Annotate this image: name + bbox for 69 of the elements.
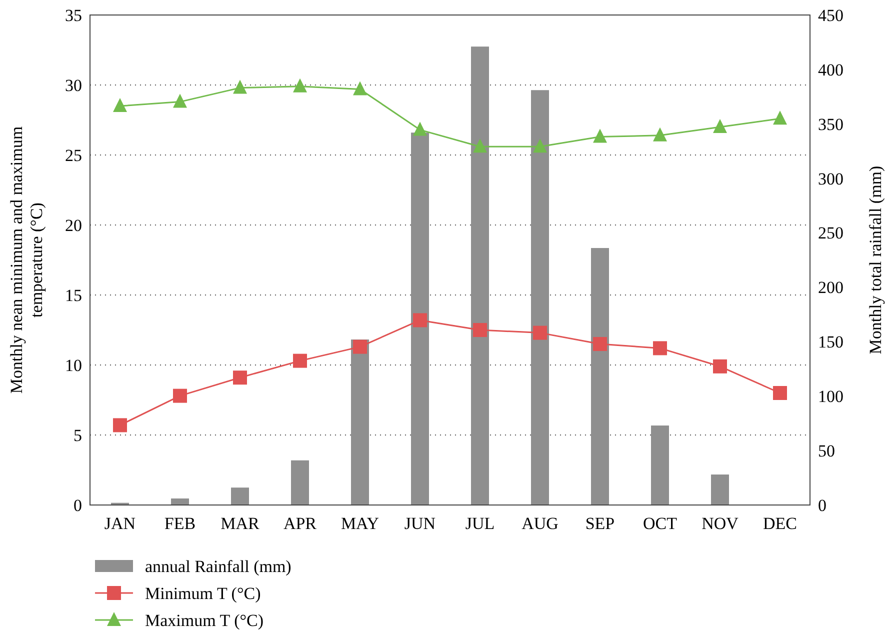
bar <box>411 132 429 505</box>
x-tick-label: SEP <box>585 514 615 533</box>
y2-tick-label: 300 <box>818 169 844 188</box>
legend-label: Maximum T (°C) <box>145 610 264 630</box>
y2-tick-label: 350 <box>818 114 844 134</box>
y2-tick-label: 450 <box>818 6 844 25</box>
bar <box>231 488 249 505</box>
y-tick-label: 5 <box>74 426 82 445</box>
x-tick-label: APR <box>283 514 318 533</box>
x-tick-label: DEC <box>763 514 797 533</box>
bar <box>471 46 489 505</box>
x-tick-label: NOV <box>702 514 740 533</box>
point <box>293 78 307 92</box>
bar <box>591 248 609 505</box>
point <box>293 354 307 368</box>
y2-axis-title: Monthly total rainfall (mm) <box>866 166 885 354</box>
x-tick-label: AUG <box>522 514 558 533</box>
bar <box>351 339 369 505</box>
point <box>353 340 367 354</box>
y2-tick-label: 100 <box>818 387 844 406</box>
x-tick-label: JUN <box>404 514 436 533</box>
bar <box>651 426 669 505</box>
x-tick-label: OCT <box>643 514 678 533</box>
y-tick-label: 15 <box>65 286 82 305</box>
point <box>713 119 727 133</box>
point <box>533 326 547 340</box>
point <box>713 359 727 374</box>
point <box>413 122 427 136</box>
y-tick-label: 30 <box>65 76 82 95</box>
point <box>473 138 487 153</box>
y-tick-label: 25 <box>65 146 82 165</box>
x-tick-label: JUL <box>465 514 495 533</box>
bar <box>531 90 549 505</box>
point <box>353 81 367 96</box>
x-tick-label: FEB <box>164 514 196 533</box>
y-tick-label: 35 <box>65 6 82 25</box>
point <box>593 128 607 143</box>
y-tick-label: 0 <box>74 496 82 515</box>
point <box>173 388 187 403</box>
point <box>773 110 787 125</box>
y2-tick-label: 150 <box>818 332 844 352</box>
y2-tick-label: 0 <box>818 496 826 515</box>
x-tick-label: JAN <box>104 514 136 533</box>
legend-label: annual Rainfall (mm) <box>145 556 292 576</box>
y-axis-title: Monthly nean minimum and maximum temperature (°C) <box>7 126 46 394</box>
point <box>473 323 487 337</box>
y-tick-label: 20 <box>65 216 82 235</box>
point <box>113 98 127 112</box>
x-tick-label: MAY <box>340 514 380 533</box>
bar <box>291 460 309 505</box>
y-tick-label: 10 <box>65 356 82 375</box>
y2-tick-label: 250 <box>818 224 844 243</box>
point <box>593 337 607 351</box>
point <box>233 80 247 94</box>
point <box>113 418 127 432</box>
legend-label: Minimum T (°C) <box>145 584 261 603</box>
point <box>653 341 667 356</box>
y2-tick-label: 200 <box>818 278 844 298</box>
bar <box>711 474 729 505</box>
point <box>653 127 667 142</box>
point <box>233 370 247 385</box>
point <box>173 94 187 108</box>
x-tick-label: MAR <box>220 514 260 533</box>
point <box>773 386 787 400</box>
point <box>533 138 547 153</box>
bar <box>171 498 189 505</box>
point <box>413 313 427 328</box>
y2-tick-label: 50 <box>818 442 835 461</box>
y2-tick-label: 400 <box>818 60 844 80</box>
